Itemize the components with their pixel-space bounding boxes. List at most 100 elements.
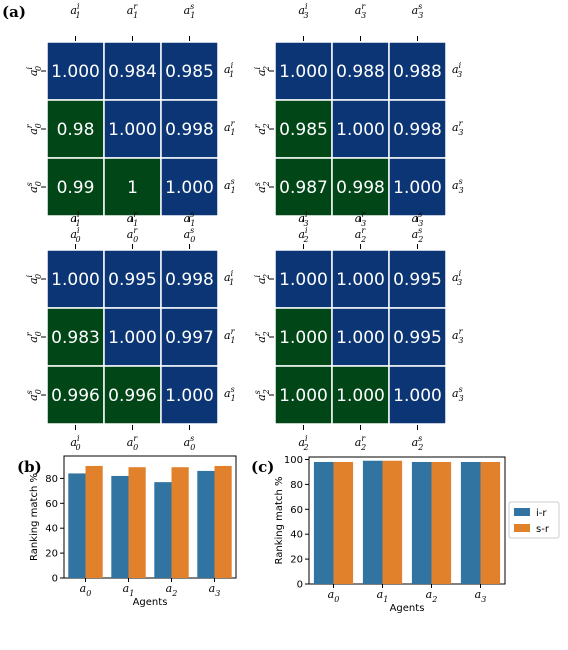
row-label-right: ai 1 (224, 61, 234, 79)
bar-s-r (333, 461, 354, 584)
x-tick-label: a2 (426, 588, 438, 604)
cell-value: 0.988 (336, 62, 385, 82)
heatmap-cell (388, 41, 447, 101)
bar-i-r (68, 473, 86, 578)
bar-s-r (85, 465, 103, 578)
heatmap-cell (388, 307, 447, 367)
legend: i-r s-r (508, 501, 560, 539)
heatmap-cell (46, 157, 105, 217)
row-label-left: as0 (25, 181, 43, 193)
cell-value: 1.000 (165, 386, 214, 406)
x-tick-label: a1 (377, 588, 389, 604)
cell-value: 1.000 (51, 270, 100, 290)
row-label-left: ar2 (253, 331, 271, 343)
row-label-right: as 3 (452, 385, 464, 403)
bar-s-r (128, 467, 146, 578)
row-label-right: ar 1 (224, 327, 236, 345)
cell-value: 0.987 (279, 178, 328, 198)
cell-value: 0.997 (165, 328, 214, 348)
svg-text:ai2: ai2 (253, 274, 271, 284)
heatmap-cell (160, 41, 219, 101)
panel-label-a: (a) (2, 3, 26, 21)
heatmap-cell (160, 99, 219, 159)
heatmap-cell (274, 365, 333, 425)
y-axis-label: Ranking match % (29, 473, 40, 561)
cell-value: 1.000 (336, 386, 385, 406)
row-label-right: as 1 (224, 385, 236, 403)
row-label-right: as 3 (452, 177, 464, 195)
row-label-left: ar2 (253, 123, 271, 135)
y-tick-label: 60 (290, 505, 303, 516)
bar-s-r (480, 461, 501, 584)
column-label-bottom: as 2 (412, 226, 424, 244)
cell-value: 0.998 (165, 270, 214, 290)
svg-text:as2: as2 (253, 389, 271, 401)
y-tick-label: 80 (290, 480, 303, 491)
cell-value: 0.996 (108, 386, 157, 406)
heatmap-top-right: 1.000 0.988 0.988 0.985 1.000 0.998 0.987 0.998… (253, 2, 464, 244)
y-tick-label: 20 (45, 549, 58, 560)
bar-chart-b: 0 20 40 60 80 a0 a1 a2 a3 Agents Ranking match % (29, 455, 237, 608)
cell-value: 1.000 (393, 178, 442, 198)
cell-value: 0.998 (165, 120, 214, 140)
column-label-bottom: as 0 (184, 226, 196, 244)
cell-value: 1.000 (279, 62, 328, 82)
y-axis-label: Ranking match % (274, 477, 285, 565)
cell-value: 0.984 (108, 62, 157, 82)
heatmap-cell (274, 41, 333, 101)
bar-i-r (313, 461, 334, 584)
heatmap-cell (46, 249, 105, 309)
column-label-top: as 3 (412, 2, 424, 20)
column-label-top: ar 3 (355, 210, 367, 228)
heatmap-cell (388, 157, 447, 217)
svg-text:ar0: ar0 (25, 331, 43, 343)
cell-value: 1.000 (336, 328, 385, 348)
row-label-right: as 1 (224, 177, 236, 195)
row-label-left: ai2 (253, 274, 271, 284)
heatmap-cell (160, 157, 219, 217)
column-label-top: ar 1 (127, 2, 139, 20)
row-label-left: as2 (253, 181, 271, 193)
bar-i-r (154, 482, 172, 578)
column-label-bottom: ai 2 (298, 226, 308, 244)
column-label-bottom: ar 0 (127, 434, 139, 452)
row-label-left: as0 (25, 389, 43, 401)
column-label-top: as 1 (184, 2, 196, 20)
row-label-right: ar 1 (224, 119, 236, 137)
legend-swatch (514, 508, 530, 516)
x-axis-label: Agents (390, 603, 425, 614)
row-label-left: as2 (253, 389, 271, 401)
heatmap-top-left: 1.000 0.984 0.985 0.98 1.000 0.998 0.99 1 1.000 a… (25, 2, 236, 244)
cell-value: 1.000 (165, 178, 214, 198)
y-tick-label: 0 (52, 574, 58, 585)
cell-value: 1.000 (336, 270, 385, 290)
x-tick-label: a3 (209, 582, 221, 598)
cell-value: 0.985 (165, 62, 214, 82)
svg-text:ar2: ar2 (253, 331, 271, 343)
bar-i-r (460, 461, 481, 584)
cell-value: 1.000 (279, 328, 328, 348)
column-label-bottom: ar 2 (355, 434, 367, 452)
heatmap-cell (160, 365, 219, 425)
heatmap-cell (388, 365, 447, 425)
cell-value: 1.000 (279, 386, 328, 406)
cell-value: 1.000 (108, 120, 157, 140)
x-tick-label: a0 (80, 582, 92, 598)
svg-text:ar2: ar2 (253, 123, 271, 135)
row-label-right: ai 3 (452, 61, 462, 79)
y-tick-label: 80 (45, 474, 58, 485)
bar-chart-c: 0 20 40 60 80 100 a0 a1 a2 a3 Agents Ranking match … (274, 455, 506, 614)
row-label-left: ar0 (25, 331, 43, 343)
heatmap-cell (46, 307, 105, 367)
panel-label-b: (b) (17, 458, 42, 476)
heatmap-cell (331, 307, 390, 367)
column-label-top: ar 3 (355, 2, 367, 20)
row-label-left: ar0 (25, 123, 43, 135)
cell-value: 0.988 (393, 62, 442, 82)
cell-value: 0.995 (108, 270, 157, 290)
x-tick-label: a1 (123, 582, 135, 598)
row-label-right: ai 1 (224, 269, 234, 287)
legend-swatch (514, 524, 530, 532)
cell-value: 0.995 (393, 270, 442, 290)
bar-s-r (171, 467, 189, 578)
